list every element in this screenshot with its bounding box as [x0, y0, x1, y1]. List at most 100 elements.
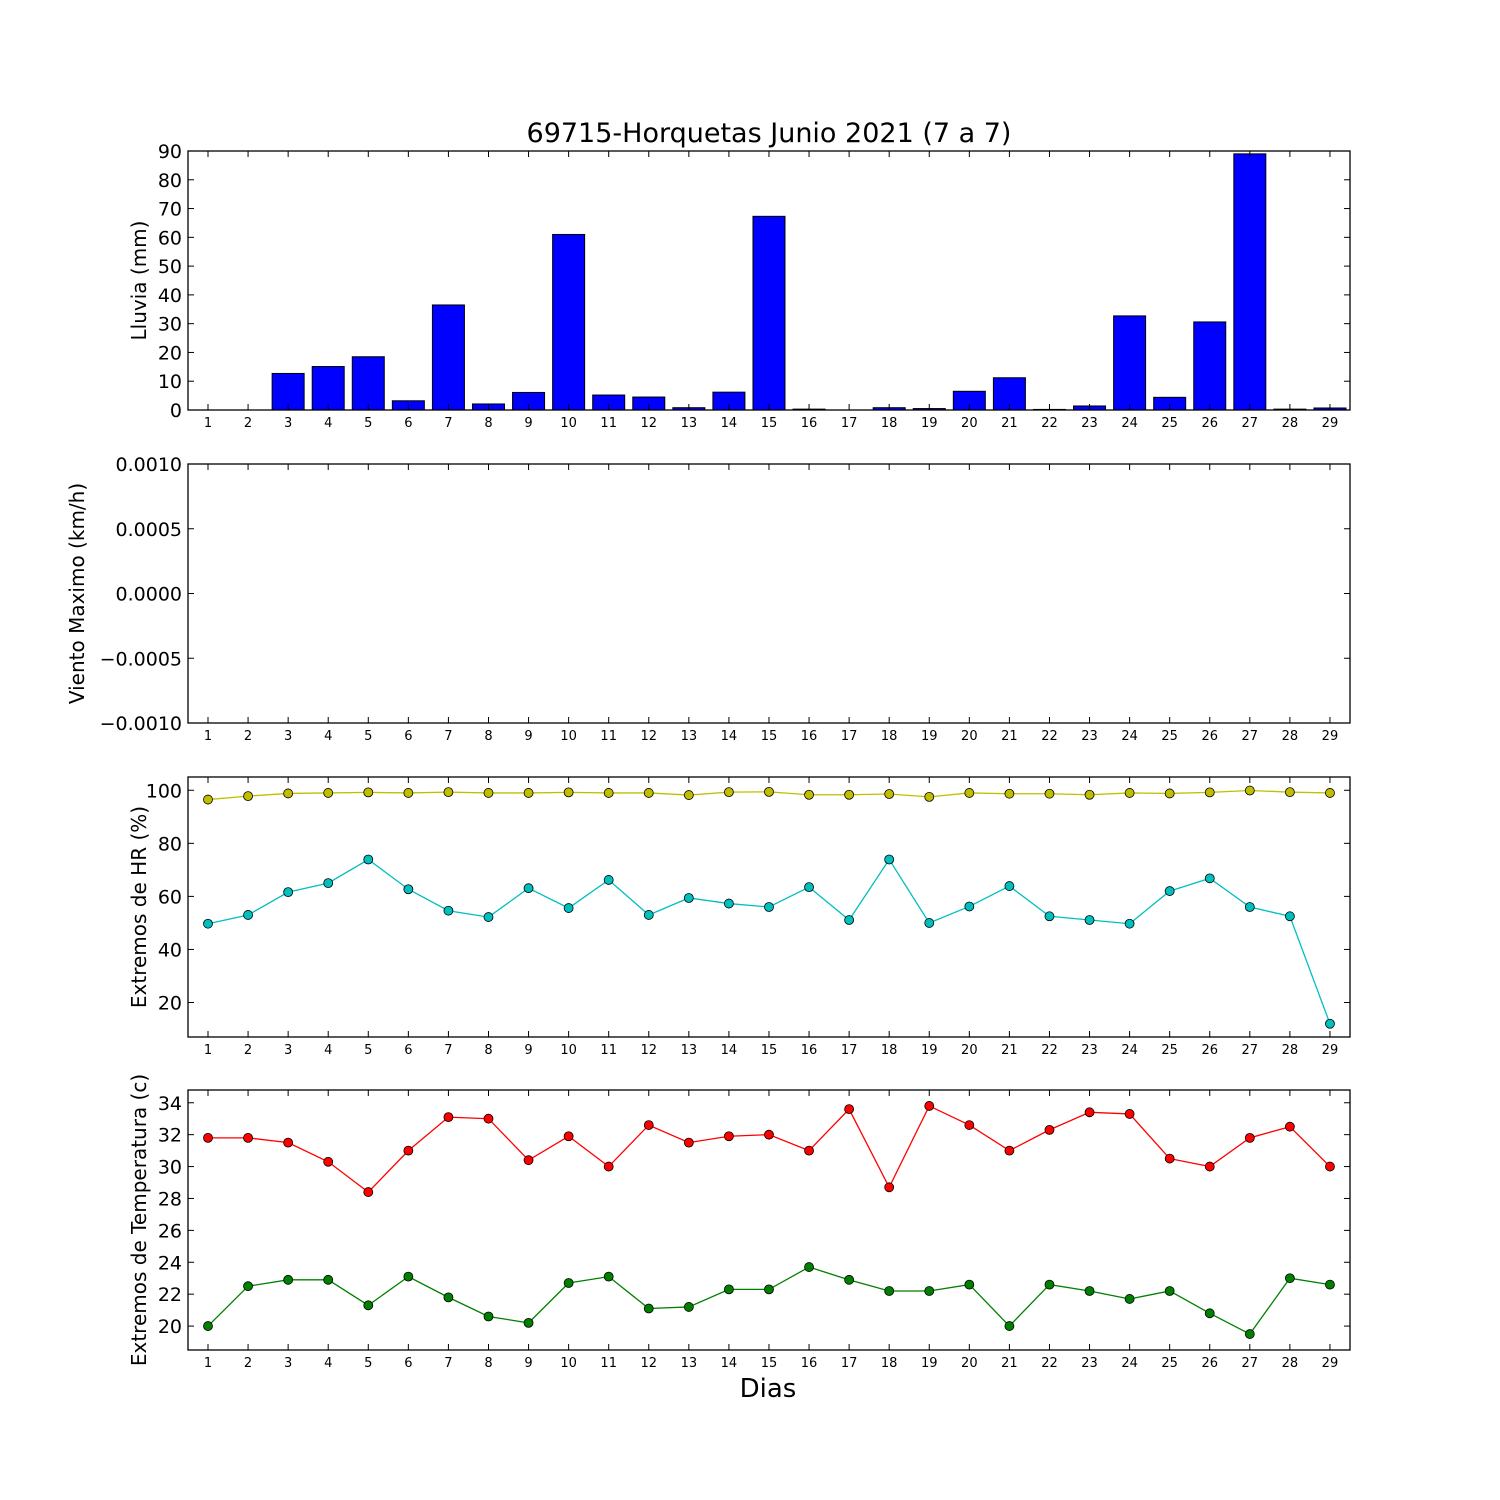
humidity-series-1-point-19 [924, 918, 935, 928]
humidity-ytick-label-4: 100 [146, 780, 182, 802]
humidity-series-0-point-3 [283, 788, 294, 799]
humidity-xtick-label-14: 14 [721, 1043, 738, 1058]
humidity-series-0-point-24 [1124, 788, 1135, 798]
temperature-xtick-label-27: 27 [1242, 1356, 1259, 1371]
wind-xtick-label-21: 21 [1001, 729, 1018, 744]
wind-xtick-label-8: 8 [484, 729, 492, 744]
rain-xtick-label-11: 11 [600, 416, 617, 431]
humidity-xtick-label-18: 18 [881, 1043, 898, 1058]
rain-xtick-label-1: 1 [204, 416, 212, 431]
temperature-ytick-label-7: 34 [158, 1093, 182, 1115]
temperature-series-0-point-18 [884, 1182, 895, 1193]
temperature-xtick-label-20: 20 [961, 1356, 978, 1371]
temperature-series-0-point-27 [1244, 1132, 1255, 1143]
wind-xtick-label-28: 28 [1282, 729, 1299, 744]
humidity-series-0-point-10 [563, 787, 574, 798]
temperature-ytick-label-5: 30 [158, 1157, 182, 1179]
humidity-xtick-label-29: 29 [1322, 1043, 1339, 1058]
rain-xtick-label-9: 9 [524, 416, 532, 431]
rain-ytick-label-4: 40 [158, 285, 182, 307]
temperature-series-1-point-1 [203, 1321, 213, 1331]
humidity-series-0-point-25 [1164, 788, 1175, 799]
rain-bar-10 [552, 233, 586, 411]
temperature-xtick-label-8: 8 [484, 1356, 492, 1371]
rain-xtick-label-3: 3 [284, 416, 292, 431]
wind-y-axis-label: Viento Maximo (km/h) [65, 483, 89, 704]
temperature-series-1-point-17 [844, 1274, 855, 1285]
humidity-series-0-point-22 [1044, 788, 1055, 799]
rain-xtick-label-10: 10 [560, 416, 577, 431]
temperature-ytick-label-4: 28 [158, 1188, 182, 1210]
humidity-xtick-label-21: 21 [1001, 1043, 1018, 1058]
wind-xtick-label-27: 27 [1242, 729, 1259, 744]
temperature-series-1-point-10 [563, 1278, 574, 1288]
temperature-series-1-point-3 [283, 1274, 294, 1285]
temperature-ytick-label-2: 24 [158, 1252, 182, 1274]
temperature-xtick-label-29: 29 [1322, 1356, 1339, 1371]
temperature-series-1-point-26 [1204, 1308, 1215, 1319]
humidity-y-axis-label: Extremos de HR (%) [127, 806, 151, 1008]
humidity-series-1-point-25 [1164, 886, 1175, 896]
temperature-xtick-label-19: 19 [921, 1356, 938, 1371]
rain-ytick-label-3: 30 [158, 314, 182, 336]
humidity-series-0-point-19 [924, 791, 935, 802]
humidity-series-1-point-15 [764, 902, 774, 912]
rain-ytick-label-2: 20 [158, 342, 182, 364]
humidity-series-1-point-23 [1084, 915, 1095, 925]
temperature-y-axis-label: Extremos de Temperatura (c) [127, 1074, 151, 1366]
rain-xtick-label-17: 17 [841, 416, 858, 431]
humidity-series-1-point-13 [683, 893, 694, 903]
rain-xtick-label-27: 27 [1242, 416, 1259, 431]
temperature-xtick-label-3: 3 [284, 1356, 292, 1371]
temperature-series-1-point-12 [643, 1303, 654, 1314]
humidity-series-1-point-1 [203, 918, 213, 929]
temperature-series-0-point-2 [243, 1132, 253, 1143]
humidity-xtick-label-23: 23 [1081, 1043, 1098, 1058]
rain-xtick-label-14: 14 [721, 416, 738, 431]
rain-xtick-label-2: 2 [244, 416, 252, 431]
humidity-series-0-point-12 [643, 788, 654, 798]
humidity-series-1-point-29 [1325, 1018, 1335, 1029]
temperature-xtick-label-21: 21 [1001, 1356, 1018, 1371]
humidity-xtick-label-7: 7 [444, 1043, 452, 1058]
wind-xtick-label-29: 29 [1322, 729, 1339, 744]
temperature-xtick-label-15: 15 [761, 1356, 778, 1371]
temperature-series-0-point-13 [683, 1137, 694, 1148]
temperature-ytick-label-0: 20 [158, 1316, 182, 1338]
humidity-xtick-label-4: 4 [324, 1043, 332, 1058]
humidity-series-1-point-12 [643, 910, 654, 920]
temperature-series-0-point-6 [403, 1145, 414, 1156]
rain-y-axis-label: Lluvia (mm) [127, 221, 151, 341]
wind-xtick-label-2: 2 [244, 729, 252, 744]
rain-xtick-label-21: 21 [1001, 416, 1018, 431]
temperature-ytick-label-3: 26 [158, 1220, 182, 1242]
humidity-series-0-point-16 [804, 789, 814, 800]
wind-ytick-label-2: 0.0000 [116, 584, 182, 606]
temperature-series-0-point-7 [443, 1112, 454, 1123]
temperature-xtick-label-28: 28 [1282, 1356, 1299, 1371]
rain-xtick-label-22: 22 [1041, 416, 1058, 431]
temperature-series-1-point-4 [323, 1274, 334, 1285]
rain-xtick-label-25: 25 [1161, 416, 1178, 431]
humidity-series-1-point-11 [603, 875, 614, 885]
humidity-xtick-label-9: 9 [524, 1043, 532, 1058]
rain-xtick-label-18: 18 [881, 416, 898, 431]
temperature-ytick-label-6: 32 [158, 1125, 182, 1147]
humidity-series-1-point-17 [844, 915, 855, 925]
humidity-xtick-label-13: 13 [681, 1043, 698, 1058]
temperature-series-1-point-22 [1044, 1279, 1055, 1290]
humidity-xtick-label-19: 19 [921, 1043, 938, 1058]
humidity-series-1-point-4 [323, 878, 334, 889]
wind-xtick-label-19: 19 [921, 729, 938, 744]
wind-xtick-label-9: 9 [524, 729, 532, 744]
temperature-series-0-point-25 [1164, 1153, 1175, 1164]
rain-bar-15 [752, 215, 786, 411]
temperature-series-1-point-16 [804, 1262, 814, 1272]
wind-xtick-label-26: 26 [1201, 729, 1218, 744]
temperature-series-1-point-9 [523, 1317, 534, 1328]
humidity-series-1-point-5 [363, 854, 374, 865]
humidity-series-0-point-1 [203, 794, 213, 805]
